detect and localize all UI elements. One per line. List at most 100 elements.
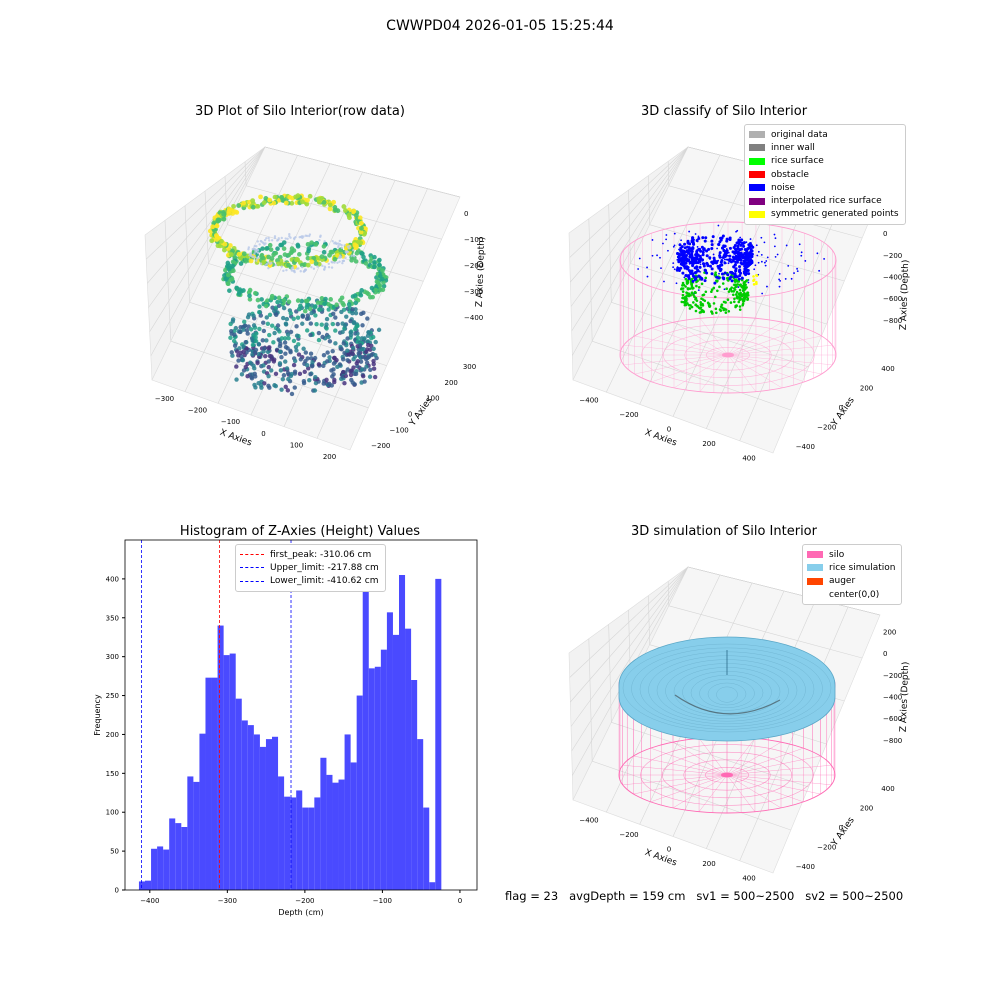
data-point — [298, 357, 303, 362]
silo-spoke — [726, 741, 782, 776]
rice-surface-point — [684, 285, 687, 288]
y-tick-label: 0 — [115, 887, 119, 895]
histogram-bar — [241, 720, 248, 890]
rice-surface-point — [712, 286, 716, 290]
data-point — [341, 204, 347, 209]
noise-point — [702, 264, 706, 268]
histogram-bar — [435, 578, 442, 890]
noise-point — [705, 249, 709, 253]
data-point — [359, 225, 364, 231]
legend-label: interpolated rice surface — [771, 196, 882, 207]
data-point — [266, 364, 271, 370]
legend-swatch — [749, 144, 765, 152]
rice-surface-point — [714, 311, 718, 315]
histogram-bar — [138, 881, 146, 890]
x-tick-label: 100 — [290, 442, 303, 450]
data-point — [207, 228, 213, 234]
data-point — [373, 339, 378, 345]
legend-swatch — [807, 591, 823, 599]
data-point — [331, 361, 337, 366]
rice-surface-point — [731, 293, 735, 297]
data-point — [223, 276, 228, 282]
data-point — [314, 321, 319, 327]
data-point — [261, 259, 267, 265]
noise-point — [688, 260, 692, 264]
data-point — [247, 246, 251, 249]
legend-label: auger — [829, 576, 856, 587]
noise-point — [713, 281, 717, 285]
data-point — [269, 368, 274, 373]
noise-point — [766, 285, 768, 288]
y-tick-label: 250 — [106, 692, 119, 700]
noise-point — [688, 242, 692, 246]
noise-point — [728, 254, 732, 258]
silo-spoke — [634, 335, 729, 356]
data-point — [338, 239, 341, 243]
rice-surface-point — [696, 305, 699, 308]
noise-point — [800, 254, 803, 257]
status-line: flag = 23 avgDepth = 159 cm sv1 = 500~25… — [505, 889, 904, 903]
data-point — [289, 391, 295, 397]
data-point — [371, 346, 376, 352]
noise-point — [745, 241, 748, 244]
data-point — [210, 224, 216, 230]
noise-point — [736, 241, 740, 245]
data-point — [346, 302, 352, 307]
histogram-bar — [350, 762, 357, 890]
noise-point — [693, 271, 697, 275]
data-point — [225, 263, 230, 269]
data-point — [303, 350, 309, 355]
data-point — [299, 270, 302, 273]
data-point — [361, 373, 366, 379]
data-point — [283, 384, 288, 390]
noise-point — [750, 252, 754, 256]
x-tick-label: −100 — [221, 418, 240, 426]
rice-surface-point — [726, 298, 730, 302]
data-point — [257, 326, 262, 332]
histogram-bar — [169, 818, 176, 890]
noise-point — [710, 246, 714, 250]
noise-point — [680, 262, 684, 266]
legend-label: Upper_limit: -217.88 cm — [270, 562, 379, 573]
data-point — [320, 334, 325, 340]
noise-point — [689, 252, 693, 256]
histogram-bars — [138, 558, 442, 890]
rice-surface-point — [734, 293, 738, 296]
data-point — [321, 264, 324, 267]
data-point — [340, 246, 344, 250]
data-point — [325, 359, 330, 364]
noise-point — [774, 255, 777, 258]
y-axis-label: Y Axies — [829, 395, 857, 428]
noise-point — [684, 253, 688, 257]
noise-point — [734, 254, 738, 258]
noise-point — [675, 282, 678, 285]
silo-spoke — [672, 774, 728, 809]
noise-point — [778, 285, 781, 288]
rice-mesh — [631, 647, 823, 730]
data-point — [305, 197, 310, 203]
data-point — [319, 235, 322, 239]
data-point — [282, 252, 288, 257]
z-tick-label: −200 — [883, 252, 902, 260]
data-point — [230, 319, 235, 324]
data-point — [277, 237, 280, 240]
data-point — [268, 247, 274, 252]
x-tick-label: 200 — [702, 440, 715, 448]
data-point — [380, 268, 385, 273]
noise-point — [691, 279, 695, 283]
histogram-bar — [362, 558, 369, 890]
data-point — [261, 363, 266, 368]
data-point — [243, 364, 248, 370]
data-point — [280, 236, 283, 240]
legend-entry: Lower_limit: -410.62 cm — [240, 575, 379, 588]
rice-surface-point — [680, 300, 684, 304]
x-tick-label: −100 — [373, 897, 392, 905]
silo-spoke — [623, 354, 729, 366]
rice-surface-point — [735, 304, 738, 307]
x-axis-label: X Axies — [218, 428, 253, 449]
rice-surface-point — [700, 297, 703, 300]
data-point — [295, 193, 301, 199]
data-point — [334, 302, 339, 308]
noise-point — [656, 254, 658, 257]
rice-surface-point — [711, 312, 714, 315]
